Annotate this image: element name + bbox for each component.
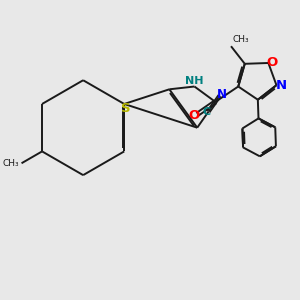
Text: O: O <box>189 109 200 122</box>
Text: C: C <box>202 107 210 117</box>
Text: O: O <box>267 56 278 70</box>
Text: CH₃: CH₃ <box>2 159 19 168</box>
Text: CH₃: CH₃ <box>232 35 249 44</box>
Text: NH: NH <box>184 76 203 86</box>
Text: N: N <box>275 79 286 92</box>
Text: S: S <box>121 103 130 116</box>
Text: N: N <box>217 88 227 101</box>
